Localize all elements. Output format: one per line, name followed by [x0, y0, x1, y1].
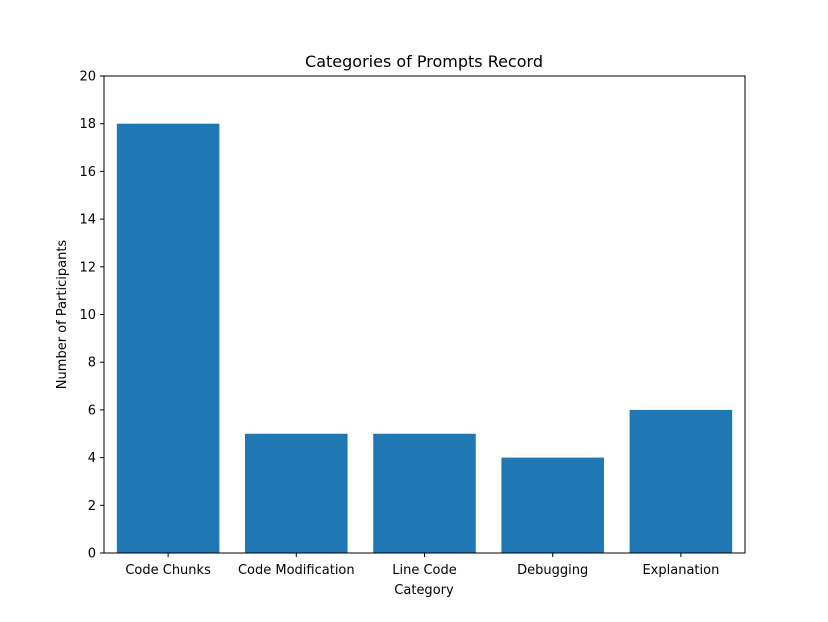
y-tick-label: 6 — [88, 403, 96, 418]
y-tick-label: 0 — [88, 547, 96, 562]
x-tick-label: Explanation — [642, 563, 719, 578]
x-axis: Code Chunks Code Modification Line Code Deb… — [125, 553, 719, 578]
x-tick-label: Code Chunks — [125, 563, 211, 578]
y-tick-label: 2 — [88, 499, 96, 514]
y-axis-label: Number of Participants — [55, 240, 70, 390]
plot-frame — [103, 75, 746, 554]
y-tick-label: 20 — [79, 70, 96, 85]
chart-title: Categories of Prompts Record — [305, 52, 543, 71]
bar-line-code — [373, 433, 476, 553]
bar-code-chunks — [116, 123, 220, 553]
y-tick-label: 16 — [79, 165, 96, 180]
bar-explanation — [629, 409, 733, 553]
y-axis: 0 2 4 6 8 10 12 14 16 18 20 — [79, 70, 104, 562]
x-tick-label: Debugging — [517, 563, 588, 578]
y-tick-label: 8 — [88, 356, 96, 371]
bar-code-modification — [245, 433, 348, 553]
bar-debugging — [501, 457, 604, 553]
x-tick-label: Code Modification — [238, 563, 355, 578]
bars-group — [116, 123, 733, 553]
y-tick-label: 14 — [79, 213, 96, 228]
y-tick-label: 18 — [79, 117, 96, 132]
x-tick-label: Line Code — [392, 563, 457, 578]
y-tick-label: 4 — [88, 451, 96, 466]
y-tick-label: 10 — [79, 308, 96, 323]
y-tick-label: 12 — [79, 260, 96, 275]
x-axis-label: Category — [394, 583, 454, 598]
